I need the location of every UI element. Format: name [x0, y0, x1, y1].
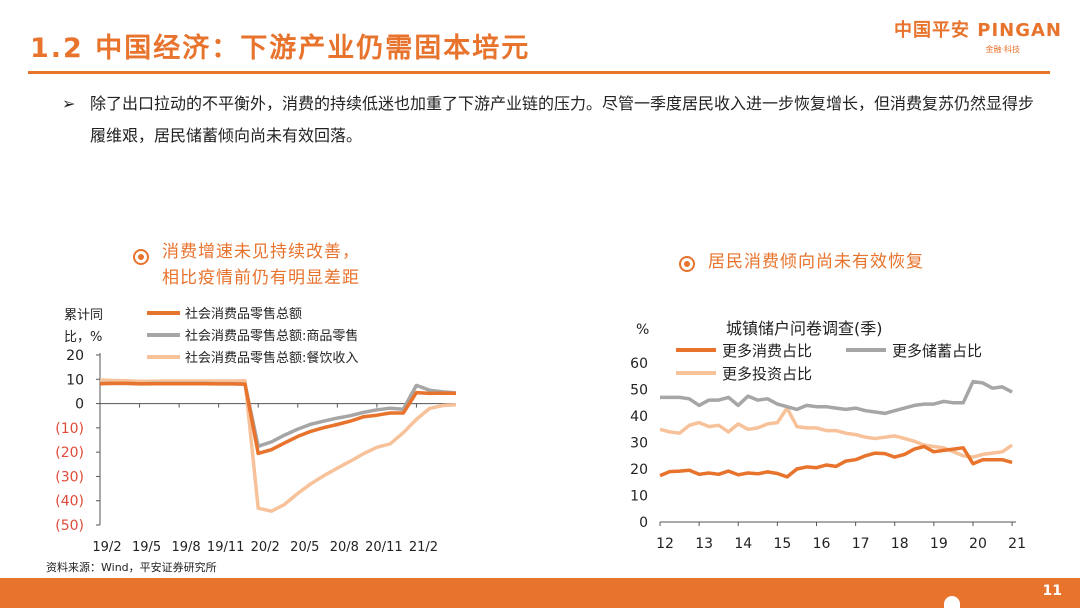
logo-text: 中国平安 PINGAN	[894, 20, 1062, 41]
series-line-0	[659, 444, 1013, 479]
y-tick-label: (40)	[55, 494, 84, 510]
y-tick-label: (30)	[55, 469, 84, 485]
page-number: 11	[1042, 583, 1062, 599]
x-tick-label: 19/8	[172, 540, 201, 555]
legend-label: 更多投资占比	[722, 365, 812, 383]
bullet-paragraph: ➢ 除了出口拉动的不平衡外，消费的持续低迷也加重了下游产业链的压力。尽管一季度居…	[62, 88, 1042, 152]
target-icon	[679, 256, 695, 272]
y-tick-label: 50	[630, 383, 648, 399]
left-chart-note: 消费增速未见持续改善， 相比疫情前仍有明显差距	[162, 239, 360, 291]
y-axis-label: %	[636, 322, 649, 338]
left-note-line2: 相比疫情前仍有明显差距	[162, 268, 360, 288]
x-tick-label: 20/5	[290, 540, 319, 555]
left-note-line1: 消费增速未见持续改善，	[162, 242, 360, 262]
x-tick-label: 20/8	[330, 540, 359, 555]
series-line-2	[659, 406, 1014, 459]
company-logo: 中国平安 PINGAN 金融·科技	[894, 16, 1062, 55]
series-line-2	[99, 378, 457, 513]
footer-bar: 11	[0, 578, 1080, 608]
data-source: 资料来源：Wind，平安证券研究所	[46, 561, 217, 574]
y-tick-label: 20	[630, 462, 648, 478]
x-tick-label: 21/2	[409, 540, 438, 555]
y-tick-label: (10)	[55, 421, 84, 437]
legend-label: 社会消费品零售总额:餐饮收入	[185, 350, 358, 366]
x-tick-label: 19	[930, 536, 948, 552]
y-tick-label: 20	[66, 348, 84, 364]
x-tick-label: 20/11	[365, 540, 402, 555]
series-line-0	[99, 381, 457, 456]
right-chart-note: 居民消费倾向尚未有效恢复	[708, 252, 924, 272]
y-tick-label: (20)	[55, 445, 84, 461]
y-tick-label: 30	[630, 436, 648, 452]
x-tick-label: 20/2	[251, 540, 280, 555]
y-tick-label: 0	[639, 515, 648, 531]
page-title: 1.2 中国经济：下游产业仍需固本培元	[30, 33, 531, 64]
bullet-arrow-icon: ➢	[62, 94, 76, 113]
bullet-text: 除了出口拉动的不平衡外，消费的持续低迷也加重了下游产业链的压力。尽管一季度居民收…	[90, 94, 1035, 145]
right-chart-lines	[659, 379, 1014, 479]
y-axis-label: 比，%	[64, 330, 102, 345]
chart-title: 城镇储户问卷调查(季)	[726, 319, 883, 338]
x-tick-label: 14	[734, 536, 752, 552]
x-tick-label: 18	[891, 536, 909, 552]
y-tick-label: (50)	[55, 518, 84, 534]
y-tick-label: 40	[630, 409, 648, 425]
legend-label: 社会消费品零售总额:商品零售	[185, 328, 358, 344]
y-tick-label: 10	[630, 489, 648, 505]
logo-subtext: 金融·科技	[985, 45, 1020, 54]
footer-logo-icon	[944, 596, 960, 608]
x-tick-label: 21	[1008, 536, 1026, 552]
x-tick-label: 15	[773, 536, 791, 552]
x-tick-label: 19/2	[92, 540, 121, 555]
x-tick-label: 17	[852, 536, 870, 552]
y-tick-label: 10	[66, 372, 84, 388]
x-tick-label: 19/11	[207, 540, 244, 555]
left-chart-lines	[99, 378, 457, 513]
title-divider	[28, 71, 1050, 74]
y-tick-label: 60	[630, 356, 648, 372]
x-tick-label: 12	[656, 536, 674, 552]
series-line-1	[660, 379, 1013, 416]
y-tick-label: 0	[75, 397, 84, 413]
legend-label: 更多消费占比	[722, 342, 812, 360]
right-chart-axes: % 城镇储户问卷调查(季) 60 50 40 30 20 10 0 12 13 14 15 16 17 18 1…	[630, 319, 1026, 552]
legend-label: 更多储蓄占比	[892, 342, 982, 360]
legend-label: 社会消费品零售总额	[185, 306, 302, 322]
x-tick-label: 16	[813, 536, 831, 552]
x-tick-label: 20	[969, 536, 987, 552]
target-icon	[133, 249, 149, 265]
x-tick-label: 13	[695, 536, 713, 552]
y-axis-label: 累计同	[64, 308, 103, 323]
x-tick-label: 19/5	[132, 540, 161, 555]
